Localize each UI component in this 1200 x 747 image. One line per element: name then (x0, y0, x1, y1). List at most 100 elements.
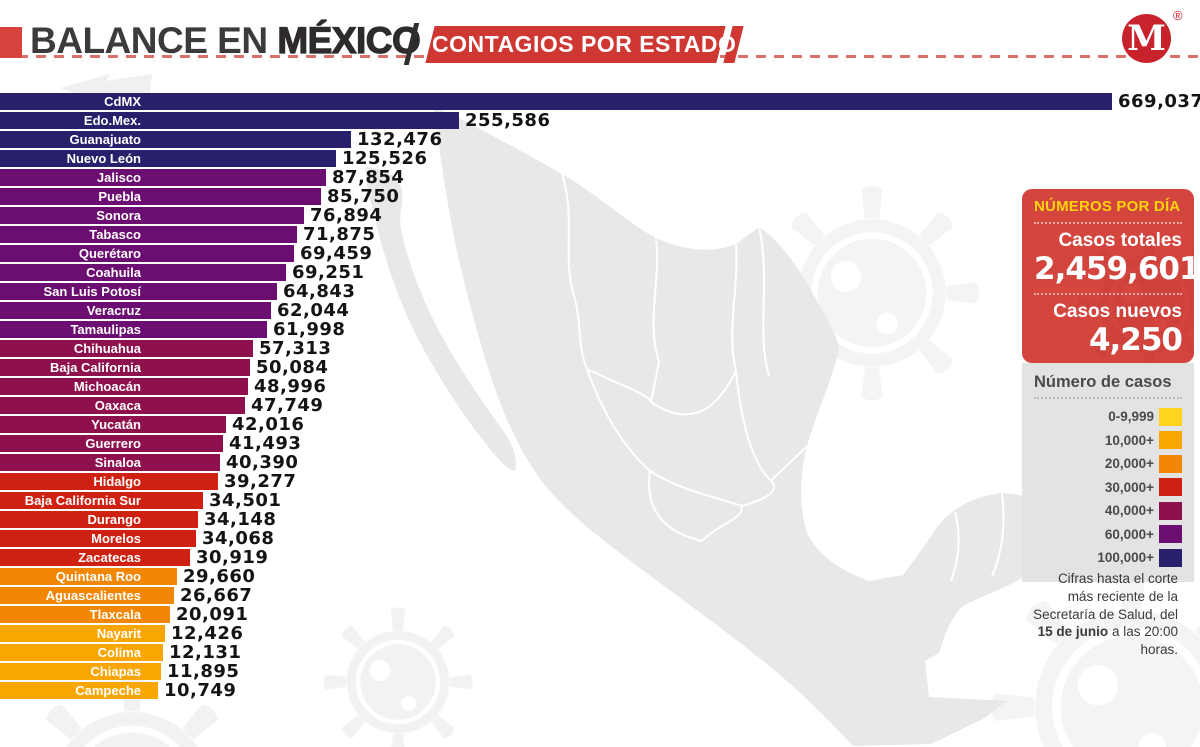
state-label: Guanajuato (69, 132, 141, 147)
mexico-map (365, 106, 1047, 746)
state-bar: Baja California (0, 359, 250, 376)
bar-row: Guanajuato 132,476 (0, 129, 1200, 150)
footnote: Cifras hasta el corte más reciente de la… (1032, 570, 1178, 659)
legend-rows: 0-9,999 10,000+ 20,000+ 30,000+ 40,000+ 60,00… (1034, 405, 1182, 570)
value-label: 34,148 (204, 509, 277, 530)
bar-row: Baja California 50,084 (0, 357, 1200, 378)
bar-row: Zacatecas 30,919 (0, 549, 1200, 567)
value-label: 48,996 (254, 376, 327, 397)
state-bar: Aguascalientes (0, 587, 174, 604)
footnote-text: Cifras hasta el corte más reciente de la… (1033, 571, 1178, 622)
value-label: 61,998 (273, 319, 346, 340)
value-label: 132,476 (357, 129, 443, 150)
legend-color-swatch (1159, 431, 1182, 450)
legend-range-label: 20,000+ (1104, 456, 1154, 472)
page-title-emphasis: MÉXICO (277, 19, 422, 61)
bar-row: Tlaxcala 20,091 (0, 604, 1200, 625)
state-bar: Morelos (0, 530, 196, 547)
value-label: 34,068 (202, 528, 275, 549)
new-cases-value: 4,250 (1088, 322, 1183, 359)
bar-row: Oaxaca 47,749 (0, 397, 1200, 415)
value-label: 57,313 (259, 338, 332, 359)
baja-california-peninsula (365, 167, 517, 471)
state-bar: Nayarit (0, 625, 165, 642)
value-label: 85,750 (327, 186, 400, 207)
legend-color-swatch (1159, 525, 1182, 544)
bar-row: Durango 34,148 (0, 509, 1200, 530)
legend-row: 60,000+ (1034, 523, 1182, 547)
state-bar: Chihuahua (0, 340, 253, 357)
state-bar: Tamaulipas (0, 321, 267, 338)
state-bar: Quintana Roo (0, 568, 177, 585)
bar-row: San Luis Potosí 64,843 (0, 283, 1200, 301)
state-bar: San Luis Potosí (0, 283, 277, 300)
state-label: Baja California (49, 360, 141, 375)
footnote-text: a las 20:00 horas. (1111, 624, 1178, 658)
state-bar: Jalisco (0, 169, 326, 186)
state-bar: Sonora (0, 207, 304, 224)
state-label: Jalisco (96, 170, 141, 185)
state-bar: Puebla (0, 188, 321, 205)
state-bar: Veracruz (0, 302, 271, 319)
bar-row: Chihuahua 57,313 (0, 338, 1200, 359)
bar-row: Sinaloa 40,390 (0, 454, 1200, 472)
state-bar: Tabasco (0, 226, 297, 243)
total-cases-label: Casos totales (1058, 230, 1182, 251)
state-bar: Hidalgo (0, 473, 218, 490)
value-label: 41,493 (229, 433, 302, 454)
state-label: Chihuahua (73, 341, 141, 356)
legend-row: 0-9,999 (1034, 405, 1182, 429)
legend-row: 10,000+ (1034, 429, 1182, 453)
legend-range-label: 30,000+ (1104, 479, 1154, 495)
value-label: 39,277 (224, 471, 297, 492)
value-label: 34,501 (209, 490, 282, 511)
state-bar: Querétaro (0, 245, 294, 262)
state-label: Morelos (91, 531, 141, 546)
value-label: 125,526 (342, 148, 428, 169)
state-label: Yucatán (91, 417, 141, 432)
state-label: Edo.Mex. (83, 113, 141, 128)
state-label: Hidalgo (93, 474, 141, 489)
value-label: 12,426 (171, 623, 244, 644)
state-label: Coahuila (86, 265, 141, 280)
value-label: 62,044 (277, 300, 350, 321)
state-label: Tabasco (89, 227, 141, 242)
state-bar: Oaxaca (0, 397, 245, 414)
state-bar: Coahuila (0, 264, 286, 281)
state-bar: Campeche (0, 682, 158, 699)
arrow-watermark (60, 74, 152, 104)
value-label: 71,875 (303, 224, 376, 245)
state-label: Colima (97, 645, 141, 660)
state-bar: CdMX (0, 93, 1112, 110)
state-label: Veracruz (86, 303, 141, 318)
state-bar: Nuevo León (0, 150, 336, 167)
daily-numbers-panel: NÚMEROS POR DÍA Casos totales 2,459,601 … (1022, 189, 1194, 363)
state-bar: Guanajuato (0, 131, 351, 148)
bar-row: Colima 12,131 (0, 644, 1200, 662)
state-bar: Durango (0, 511, 198, 528)
state-bar: Edo.Mex. (0, 112, 459, 129)
milenio-logo: M (1122, 14, 1171, 63)
ribbon-label: CONTAGIOS POR ESTADO (432, 31, 737, 57)
legend-range-label: 60,000+ (1104, 526, 1154, 542)
bar-row: Guerrero 41,493 (0, 433, 1200, 454)
state-borders (561, 173, 1005, 582)
panel-title: NÚMEROS POR DÍA (1034, 198, 1181, 215)
dotted-separator (1034, 397, 1182, 399)
legend-row: 20,000+ (1034, 452, 1182, 476)
bar-row: Baja California Sur 34,501 (0, 490, 1200, 511)
value-label: 26,667 (180, 585, 253, 606)
legend-color-swatch (1159, 501, 1182, 520)
bar-row: Edo.Mex. 255,586 (0, 112, 1200, 130)
value-label: 20,091 (176, 604, 249, 625)
state-label: San Luis Potosí (43, 284, 141, 299)
state-label: Zacatecas (78, 550, 141, 565)
state-label: Durango (87, 512, 141, 527)
dotted-separator (1034, 222, 1182, 224)
bar-row: Aguascalientes 26,667 (0, 585, 1200, 606)
bar-row: Tabasco 71,875 (0, 224, 1200, 245)
bar-row: Nayarit 12,426 (0, 623, 1200, 644)
value-label: 50,084 (256, 357, 329, 378)
